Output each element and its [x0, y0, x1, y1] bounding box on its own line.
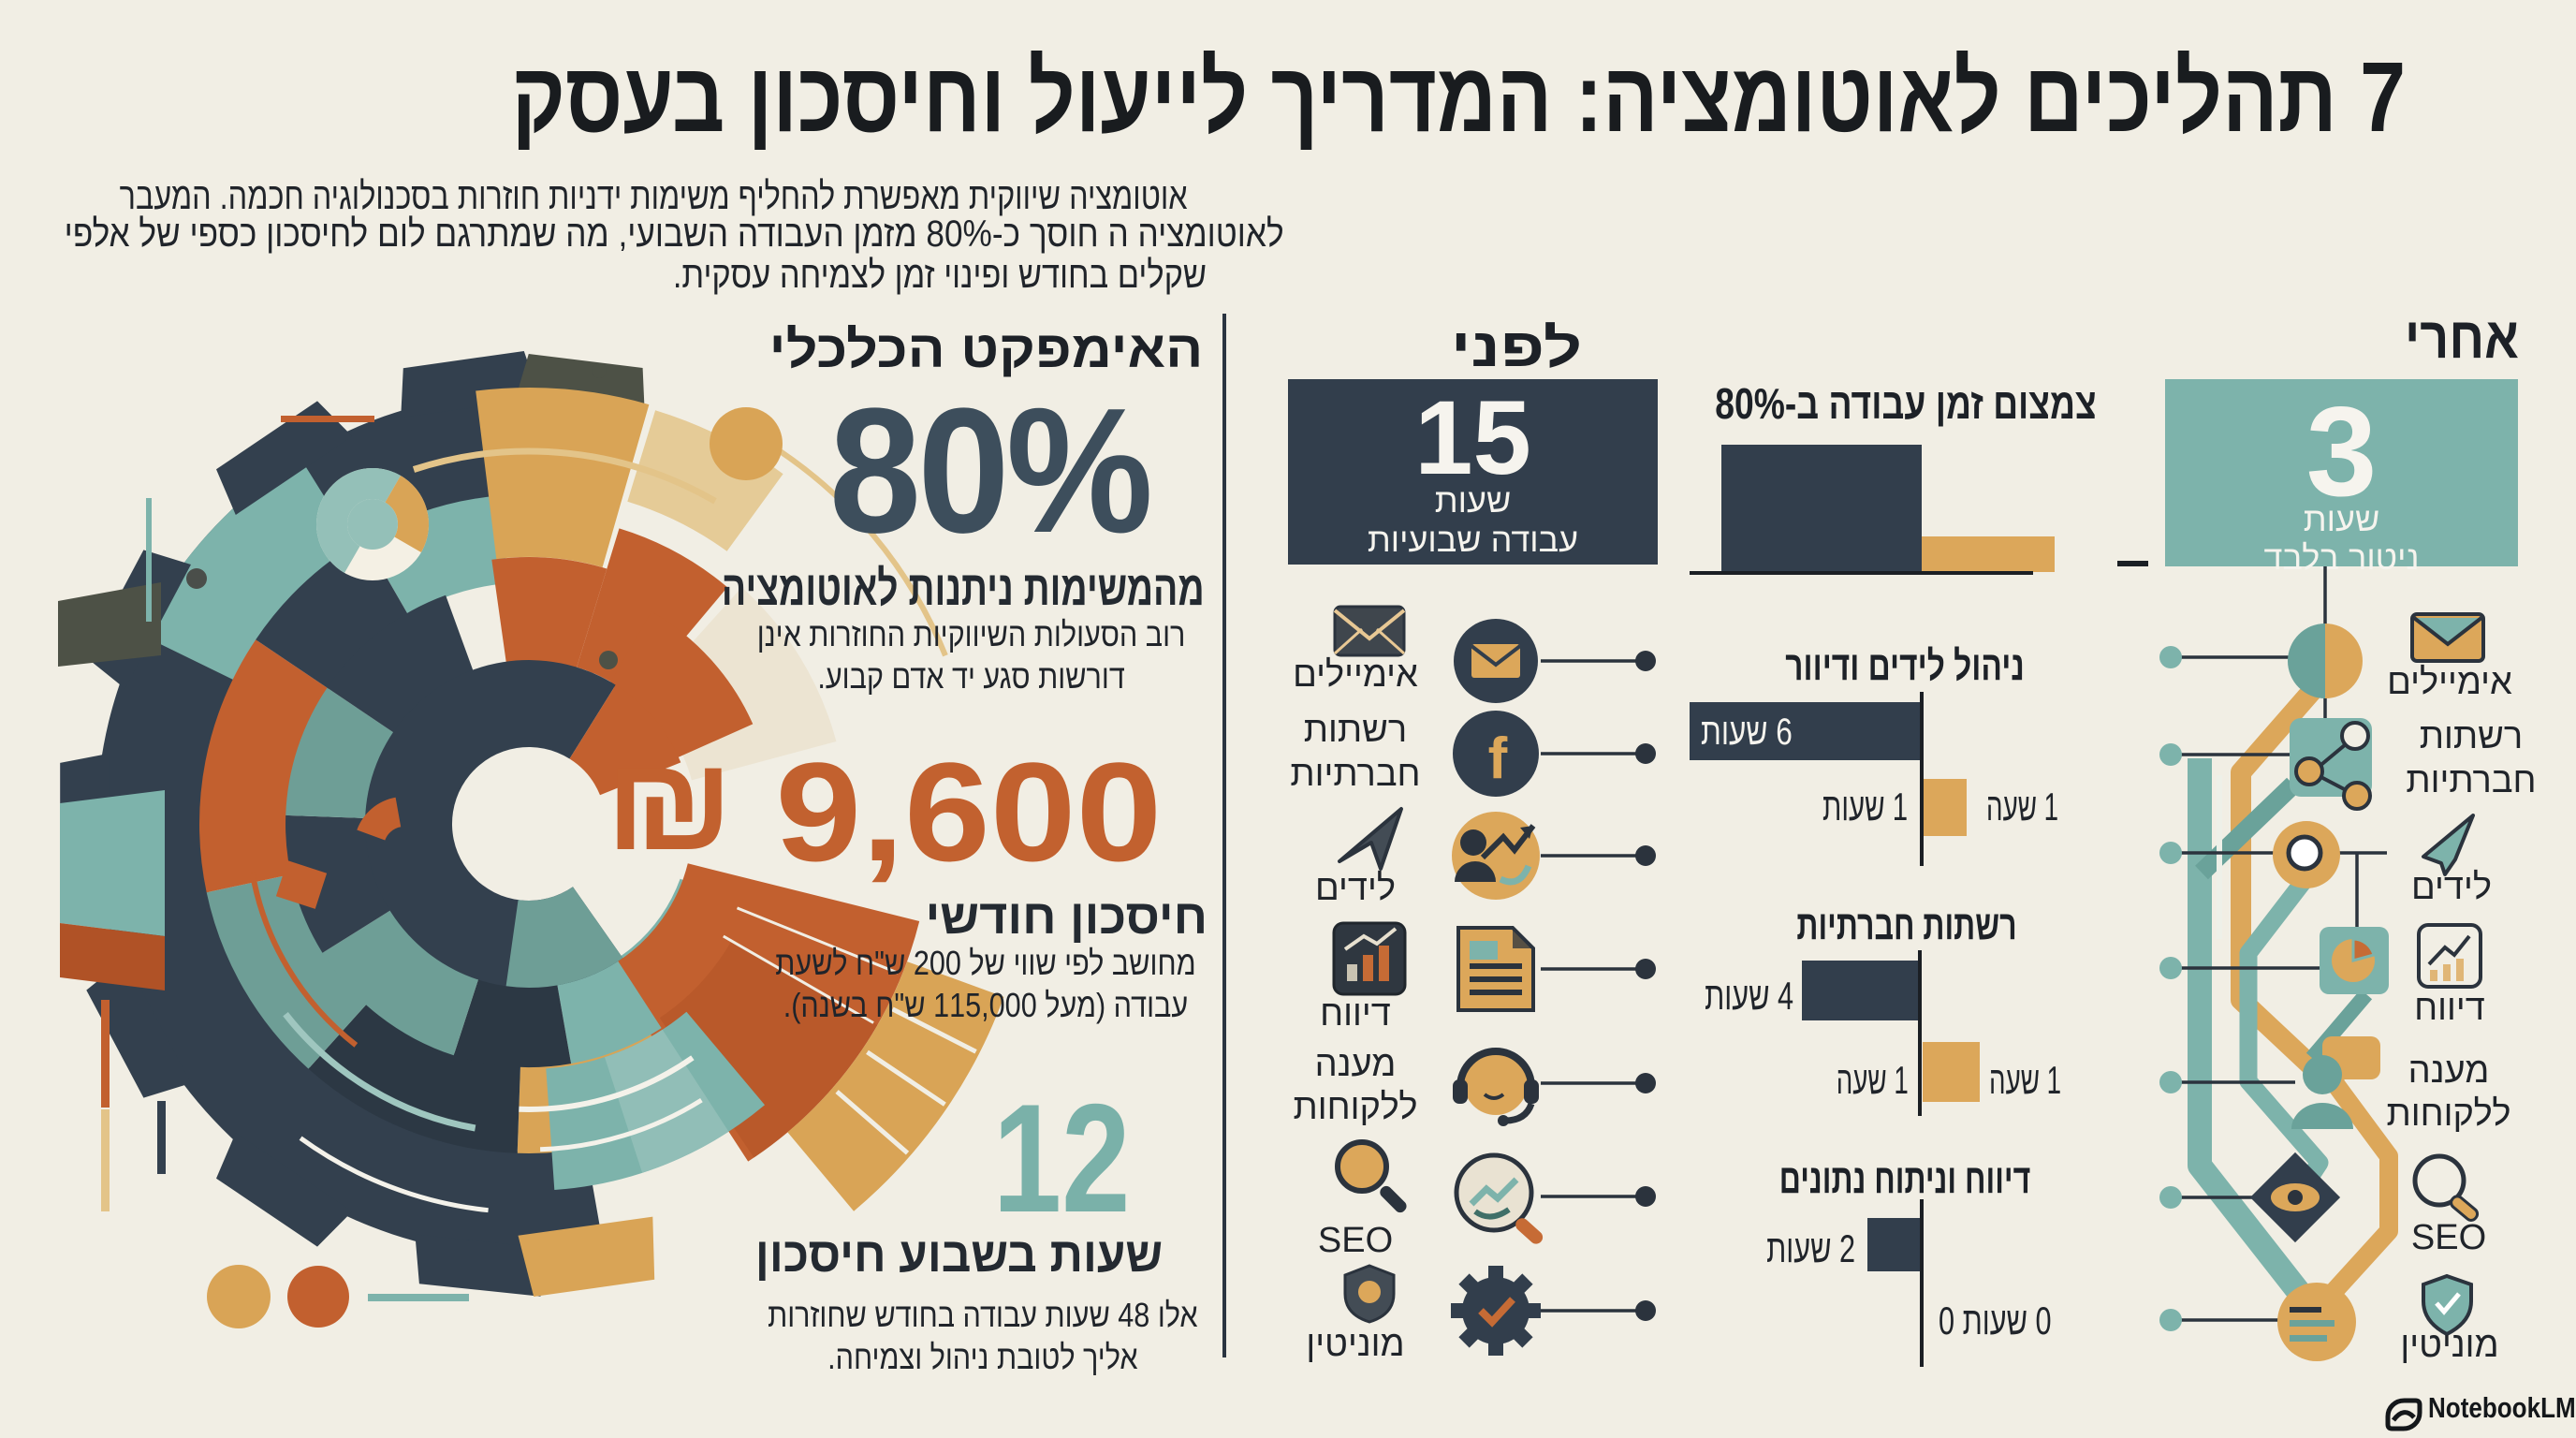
- svg-text:f: f: [1488, 726, 1508, 791]
